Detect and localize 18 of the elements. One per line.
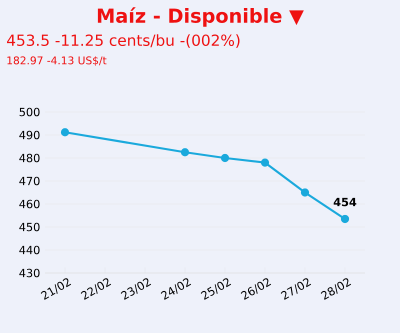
point <box>60 128 70 136</box>
y-tick-label: 430 <box>19 268 40 278</box>
chart-subtitle: 453.5 -11.25 cents/bu -(002%) <box>7 34 240 48</box>
y-tick-label: 470 <box>19 176 40 186</box>
point <box>220 154 230 162</box>
y-tick-label: 480 <box>19 154 40 162</box>
point <box>340 214 350 224</box>
point <box>260 158 270 167</box>
y-tick-label: 460 <box>19 200 40 208</box>
y-tick-label: 450 <box>19 222 40 232</box>
y-tick-label: 440 <box>19 246 40 254</box>
data-label: 454 <box>334 198 356 206</box>
y-tick-label: 500 <box>20 108 40 116</box>
point <box>180 148 190 156</box>
point <box>300 188 310 197</box>
y-tick-label: 490 <box>19 130 40 140</box>
chart-title: Maíz - Disponible ▼ <box>98 7 304 27</box>
text: 182.97 -4.13 US$/t <box>7 56 106 66</box>
